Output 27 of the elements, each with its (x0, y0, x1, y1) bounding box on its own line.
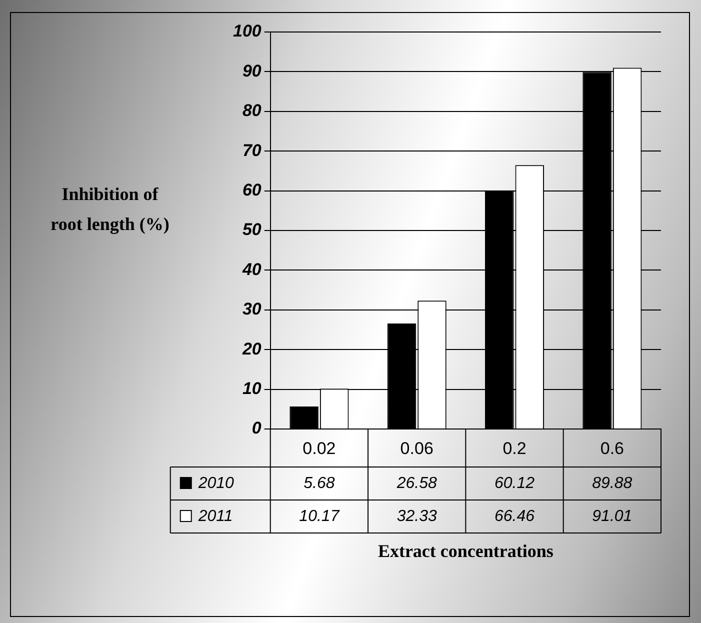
y-tick-label: 80 (242, 101, 262, 120)
data-label: 60.12 (494, 474, 535, 492)
y-tick-label: 0 (252, 418, 262, 438)
legend-label: 2010 (197, 474, 234, 492)
legend-label: 2011 (197, 508, 233, 525)
y-tick-label: 100 (232, 22, 262, 41)
y-tick-label: 50 (242, 220, 262, 240)
y-tick-label: 90 (242, 61, 262, 80)
x-axis-title: Extract concentrations (378, 540, 554, 561)
x-tick-label: 0.2 (502, 438, 526, 458)
data-label: 26.58 (396, 474, 437, 492)
y-tick-label: 70 (242, 140, 262, 160)
y-tick-label: 20 (241, 339, 262, 358)
y-tick-label: 10 (242, 378, 262, 398)
x-tick-label: 0.06 (400, 438, 434, 458)
x-tick-label: 0.6 (600, 438, 624, 458)
x-tick-label: 0.02 (302, 438, 336, 458)
data-label: 10.17 (299, 508, 340, 525)
data-label: 5.68 (304, 474, 335, 492)
y-tick-label: 30 (242, 300, 262, 319)
y-tick-label: 60 (242, 180, 262, 200)
y-axis-title: Inhibition of root length (%) (50, 184, 170, 234)
y-tick-label: 40 (241, 260, 262, 279)
data-label: 89.88 (592, 474, 632, 492)
data-label: 32.33 (396, 508, 437, 525)
data-label: 91.01 (592, 508, 632, 525)
data-label: 66.46 (494, 508, 535, 525)
